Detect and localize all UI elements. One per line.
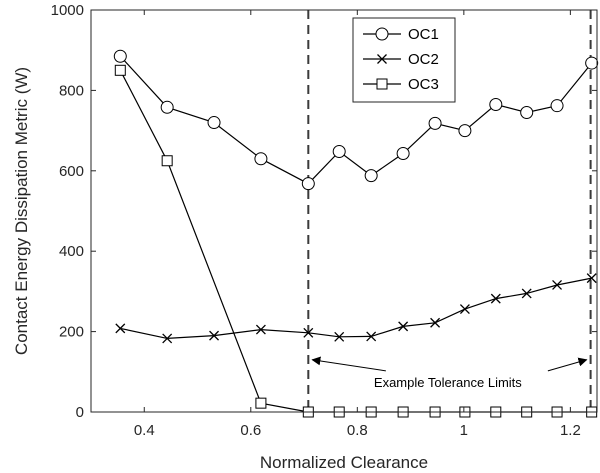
legend: OC1 OC2 OC3 — [352, 17, 456, 103]
series-oc1 — [113, 49, 599, 191]
x-marker-stroke — [366, 331, 377, 342]
y-tick-label: 400 — [59, 243, 84, 260]
data-point-oc1 — [489, 97, 503, 111]
x-marker-stroke — [162, 333, 173, 344]
x-marker-stroke — [552, 280, 563, 290]
x-tick-label: 0.8 — [347, 422, 368, 439]
data-point-oc1 — [160, 100, 174, 114]
legend-label-oc1: OC1 — [408, 26, 439, 43]
data-point-oc2 — [459, 304, 470, 315]
data-point-oc2 — [366, 331, 377, 342]
data-point-oc1 — [364, 169, 378, 183]
data-point-oc1 — [458, 124, 472, 138]
data-point-oc2 — [115, 323, 126, 334]
annotation-arrow — [547, 357, 588, 372]
data-point-oc2 — [334, 331, 345, 342]
data-point-oc1 — [520, 106, 534, 120]
data-point-oc3 — [255, 397, 267, 409]
x-tick-label: 1.2 — [560, 422, 581, 439]
y-axis-title: Contact Energy Dissipation Metric (W) — [12, 67, 31, 355]
y-tick-label: 600 — [59, 163, 84, 180]
x-axis: 0.4 0.6 0.8 1 1.2 — [134, 10, 581, 439]
data-point-oc3 — [161, 155, 173, 167]
x-marker-stroke — [209, 330, 219, 341]
data-point-oc2 — [521, 288, 532, 299]
y-tick-label: 800 — [59, 82, 84, 99]
legend-marker-oc2 — [377, 54, 387, 64]
data-point-oc2 — [209, 330, 219, 341]
x-tick-label: 0.4 — [134, 422, 155, 439]
x-marker-stroke — [521, 288, 532, 299]
x-marker-stroke — [490, 293, 501, 304]
data-point-oc1 — [113, 49, 127, 63]
x-marker-stroke — [430, 317, 441, 328]
data-point-oc1 — [428, 116, 442, 130]
data-point-oc2 — [430, 317, 441, 328]
x-marker-stroke — [586, 273, 597, 284]
data-point-oc3 — [114, 64, 126, 76]
axes-frame — [90, 9, 598, 413]
data-point-oc2 — [255, 324, 266, 335]
x-marker-stroke — [303, 327, 314, 338]
legend-marker-oc1 — [375, 27, 389, 41]
x-marker-stroke — [115, 323, 126, 334]
annotation-layer: Example Tolerance Limits — [311, 356, 588, 390]
data-point-oc1 — [550, 99, 564, 113]
x-marker-stroke — [459, 304, 470, 315]
data-point-oc2 — [162, 333, 173, 344]
legend-label-oc2: OC2 — [408, 51, 439, 68]
annotation-arrow — [311, 356, 386, 372]
data-point-oc1 — [301, 177, 315, 191]
x-marker-stroke — [398, 321, 409, 332]
x-marker-stroke — [377, 54, 387, 64]
x-marker-stroke — [334, 331, 345, 342]
y-tick-label: 200 — [59, 324, 84, 341]
y-tick-label: 0 — [76, 404, 84, 421]
legend-box — [352, 17, 456, 103]
series-line-oc2 — [120, 277, 592, 340]
data-point-oc2 — [586, 273, 597, 284]
reference-lines — [307, 10, 592, 412]
data-point-oc1 — [585, 56, 599, 70]
series-oc2 — [115, 273, 597, 344]
data-point-oc1 — [396, 147, 410, 161]
y-axis: 0 200 400 600 800 1000 — [51, 2, 597, 421]
legend-label-oc3: OC3 — [408, 76, 439, 93]
x-tick-label: 0.6 — [240, 422, 261, 439]
annotation-label: Example Tolerance Limits — [374, 375, 522, 390]
x-tick-label: 1 — [460, 422, 468, 439]
data-point-oc1 — [332, 145, 346, 159]
x-marker-stroke — [255, 324, 266, 335]
data-point-oc2 — [303, 327, 314, 338]
plot-area — [91, 10, 597, 412]
data-point-oc1 — [207, 116, 221, 130]
data-point-oc2 — [552, 280, 563, 290]
data-point-oc2 — [490, 293, 501, 304]
x-axis-title: Normalized Clearance — [260, 453, 428, 472]
data-point-oc2 — [398, 321, 409, 332]
legend-marker-oc3 — [376, 78, 388, 90]
data-point-oc1 — [254, 152, 268, 166]
y-tick-label: 1000 — [51, 2, 84, 19]
